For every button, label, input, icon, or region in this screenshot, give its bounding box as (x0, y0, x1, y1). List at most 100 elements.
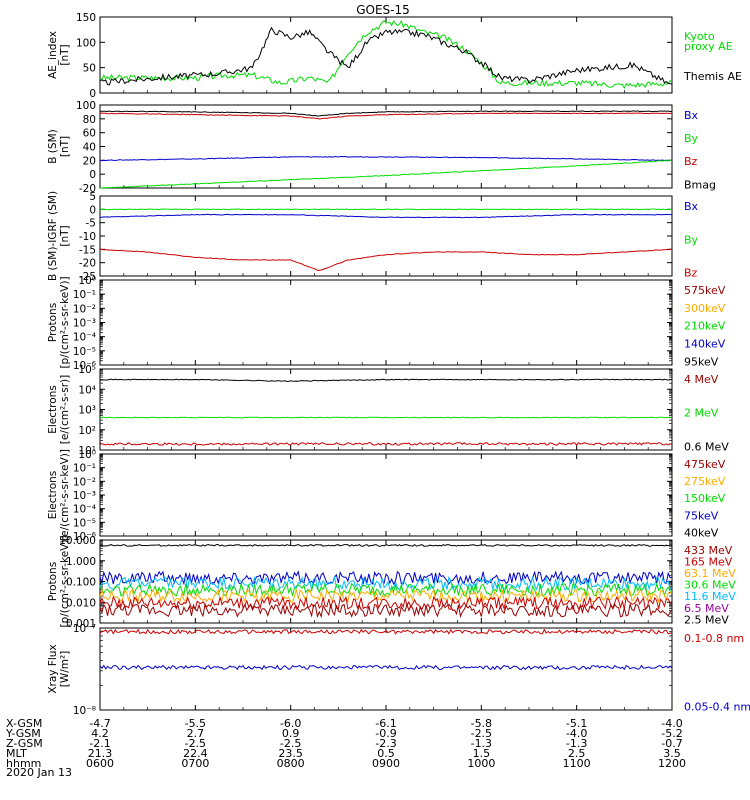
y-axis-label-line: [p/(cm²-s-sr-keV)] (59, 535, 71, 627)
y-tick-label: 60 (83, 128, 96, 140)
ephemeris-value: 0900 (372, 757, 400, 770)
y-axis-label-line: AE_index (47, 31, 59, 79)
y-tick-label: 10⁻⁶ (73, 360, 96, 372)
y-tick-label: 150 (76, 12, 96, 24)
legend-entry: 2.5 MeV (684, 613, 729, 626)
y-tick-label: 0 (89, 204, 96, 216)
series-line-kyoto-proxy-ae (99, 19, 673, 90)
y-tick-label: 100 (76, 100, 96, 112)
panel-6: 10⁻⁶ 10⁻⁵10⁻⁴ 10⁻³ 10⁻²10⁻¹ 10⁰ Electrons[e/(… (47, 449, 726, 543)
legend-entry: Bz (684, 267, 698, 280)
ephemeris-row-label: X-GSM (6, 717, 42, 730)
series-line-0-1-0-8-nm (99, 628, 673, 635)
y-tick-label: 0.100 (66, 577, 96, 589)
legend-entry: 300keV (684, 302, 726, 315)
legend-entry: 275keV (684, 475, 726, 488)
y-axis-label: B (SM)[nT] (47, 129, 71, 163)
legend-entry: 433 MeV (684, 544, 733, 557)
series-line-433-mev (99, 602, 673, 619)
series-line-bx (99, 155, 673, 162)
legend-entry: By (684, 132, 699, 145)
legend-entry: 6.5 MeV (684, 602, 729, 615)
y-tick-label: 5 (89, 191, 96, 203)
ephemeris-value: -5.8 (471, 717, 492, 730)
y-axis-label-line: Xray Flux (47, 644, 59, 693)
legend-entry: Kyoto (684, 30, 715, 43)
ephemeris-value: -4.0 (661, 717, 682, 730)
legend-entry: Bx (684, 109, 699, 122)
y-tick-label: 10⁻⁵ (73, 517, 96, 529)
ephemeris-value: -4.0 (566, 727, 587, 740)
y-tick-label: 100 (76, 37, 96, 49)
y-tick-label: 1.000 (66, 556, 96, 568)
y-axis-label-line: Protons (47, 562, 59, 601)
panel-3: -25-20 -15-10-5 05 B (SM)-IGRF (SM)[nT] Bx By… (47, 191, 699, 283)
series-line-11-6-mev (99, 575, 673, 592)
legend-entry: 63.1 MeV (684, 567, 736, 580)
y-tick-label: 10⁻³ (73, 490, 96, 502)
ephemeris-value: 0700 (181, 757, 209, 770)
ephemeris-value: 23.5 (278, 747, 303, 760)
series-line-bx (100, 213, 672, 219)
legend-entry: proxy AE (684, 40, 733, 53)
y-axis-label-line: [nT] (59, 225, 71, 246)
series-line-bz (99, 248, 672, 271)
ephemeris-value: 0.9 (282, 727, 300, 740)
y-axis-label-line: [e/(cm²-s-sr)] (59, 375, 71, 444)
y-axis-label: Protons[p/(cm²-s-sr-keV)] (47, 535, 71, 627)
panel-4: 10⁻⁶ 10⁻⁵ 10⁻⁴ 10⁻³ 10⁻² 10⁻¹ 10⁰ Protons[p/(cm… (47, 275, 726, 372)
panel-7: 0.0010.0100.1001.00010.000Protons[p/(cm²… (47, 535, 736, 630)
ephemeris-value: 1200 (658, 757, 686, 770)
date-label: 2020 Jan 13 (6, 766, 72, 779)
panel-frame (99, 453, 673, 537)
ephemeris-value: 3.5 (663, 747, 681, 760)
ephemeris-value: -2.5 (280, 737, 301, 750)
legend-entry: Bx (684, 200, 699, 213)
y-tick-label: 10⁴ (78, 384, 96, 396)
ephemeris-value: -2.5 (471, 727, 492, 740)
legend-entry: 140keV (684, 337, 726, 350)
y-axis-label-line: [p/(cm²-s-sr-keV)] (59, 276, 71, 368)
ephemeris-value: 22.4 (183, 747, 208, 760)
y-tick-label: 10³ (78, 405, 96, 417)
legend-entry: Bmag (684, 178, 716, 191)
y-tick-label: 10⁻⁶ (73, 531, 96, 543)
series-line-0-6-mev (99, 378, 672, 383)
y-tick-label: 10⁰ (78, 449, 96, 461)
legend-entry: 150keV (684, 492, 726, 505)
ephemeris-value: 4.2 (91, 727, 109, 740)
ephemeris-value: -6.0 (280, 717, 301, 730)
ephemeris-value: 0.5 (377, 747, 395, 760)
ephemeris-row-label: Z-GSM (6, 737, 43, 750)
series-line-by (100, 159, 673, 189)
y-tick-label: 10⁻⁸ (73, 705, 96, 717)
y-tick-label: 0 (89, 169, 96, 181)
ephemeris-value: 0800 (277, 757, 305, 770)
y-tick-label: 10⁻⁷ (73, 623, 96, 635)
ephemeris-value: -6.1 (375, 717, 396, 730)
ephemeris-row-label: Y-GSM (5, 727, 41, 740)
y-tick-label: 0.001 (66, 618, 96, 630)
y-tick-label: 40 (83, 142, 96, 154)
y-tick-label: -20 (79, 183, 96, 195)
y-tick-label: 10⁻⁵ (73, 346, 96, 358)
legend-entry: 575keV (684, 284, 726, 297)
y-axis-label-line: Electrons (47, 385, 59, 434)
series-line-4-mev (99, 442, 673, 446)
y-tick-label: 80 (83, 114, 96, 126)
y-axis-label-line: B (SM)-IGRF (SM) (47, 191, 59, 281)
legend-entry: Themis AE (683, 70, 742, 83)
y-axis-label: Xray Flux[W/m²] (47, 644, 71, 693)
ephemeris-row-label: MLT (6, 747, 27, 760)
y-tick-label: 10⁻³ (73, 318, 96, 330)
y-axis-label-line: Electrons (47, 471, 59, 520)
ephemeris-value: -2.5 (185, 737, 206, 750)
y-tick-label: 10⁻¹ (73, 289, 96, 301)
y-tick-label: -10 (79, 231, 96, 243)
panel-frame (99, 368, 673, 451)
series-line-themis-ae (99, 26, 673, 86)
series-line-0-05-0-4-nm (99, 664, 673, 671)
